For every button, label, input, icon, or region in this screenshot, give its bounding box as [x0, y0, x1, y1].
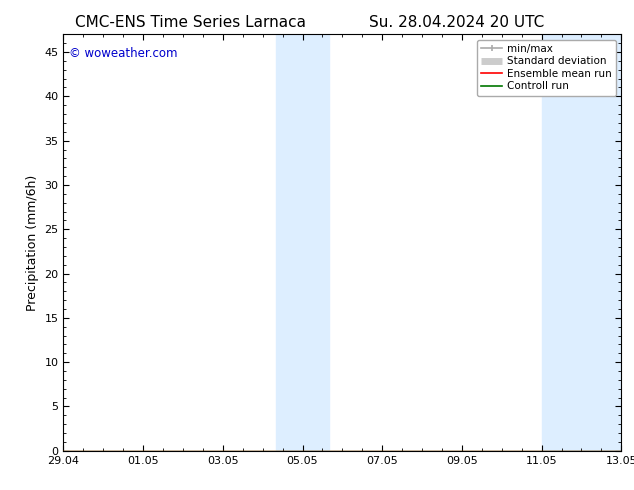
Bar: [276, 34, 329, 451]
Text: Su. 28.04.2024 20 UTC: Su. 28.04.2024 20 UTC: [369, 15, 544, 30]
Y-axis label: Precipitation (mm/6h): Precipitation (mm/6h): [26, 174, 39, 311]
Legend: min/max, Standard deviation, Ensemble mean run, Controll run: min/max, Standard deviation, Ensemble me…: [477, 40, 616, 96]
Text: © woweather.com: © woweather.com: [69, 47, 178, 60]
Bar: [541, 34, 581, 451]
Bar: [581, 34, 621, 451]
Text: CMC-ENS Time Series Larnaca: CMC-ENS Time Series Larnaca: [75, 15, 306, 30]
